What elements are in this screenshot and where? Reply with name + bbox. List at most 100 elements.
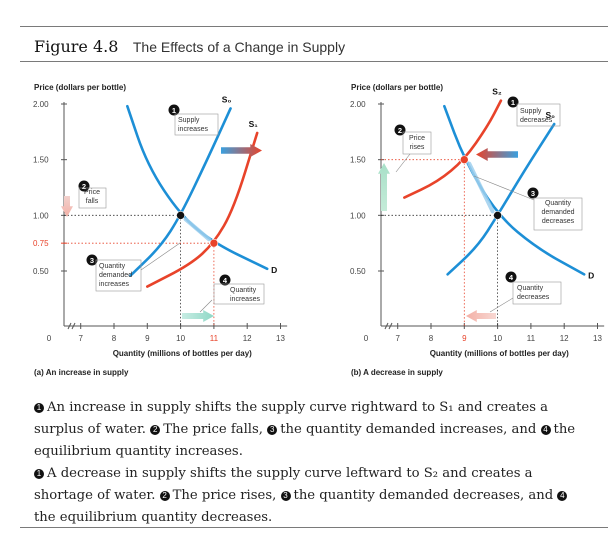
b-y-tick-label-0: 2.00 [350, 100, 366, 109]
b-ann-4-leader [489, 297, 514, 313]
a-ann-3-box [95, 259, 142, 292]
figure-caption: 1 An increase in supply shifts the supply… [34, 397, 604, 529]
a-supply-shift-arrow [221, 144, 262, 157]
a-curve-label-D: D [271, 265, 277, 275]
b-subtitle: (b) A decrease in supply [351, 368, 443, 377]
b-x-axis-label: Quantity (millions of bottles per day) [430, 349, 569, 358]
bullet-3-icon: 3 [267, 425, 278, 435]
bullet-2-icon: 2 [150, 425, 161, 435]
caption-line-2: surplus of water. 2 The price falls, 3 the… [34, 422, 576, 437]
a-x-axis-label: Quantity (millions of bottles per day) [113, 349, 252, 358]
bullet-1b-icon: 1 [34, 469, 44, 479]
a-x-tick-label-4: 10 [176, 334, 185, 343]
b-x-tick-label-0: 0 [364, 334, 369, 343]
b-curve-label-S0: S₀ [545, 110, 555, 120]
a-ann-3-leader [140, 242, 181, 271]
a-ann-1-text-1: increases [178, 126, 208, 133]
bullet-2b-icon: 2 [159, 491, 170, 501]
b-curve-label-S2: S₂ [492, 87, 502, 97]
b-ann-4-text-1: decreases [517, 294, 550, 301]
bullet-4b-icon: 4 [557, 491, 568, 501]
b-axis-break [384, 322, 393, 330]
b-ann-1-text-1: decreases [520, 117, 553, 124]
a-y-tick-label-3: 0.75 [33, 239, 49, 248]
a-ann-1-text-0: Supply [178, 117, 200, 124]
b-x-tick-label-5: 11 [527, 334, 536, 343]
bottom-rule [20, 527, 608, 528]
bullet-4-icon: 4 [540, 425, 551, 435]
a-ann-1-box [174, 113, 219, 136]
a-ann-3-badge-num: 3 [90, 256, 94, 265]
top-rule [20, 26, 608, 27]
a-curve-S1 [146, 131, 259, 288]
b-ann-3-box [533, 197, 583, 231]
b-curve-D [443, 104, 586, 276]
a-x-tick-label-3: 9 [145, 334, 150, 343]
b-ann-4-box [512, 281, 562, 305]
b-ann-2-box [402, 131, 432, 155]
b-ann-2-leader [395, 153, 411, 173]
b-y-tick-label-3: 0.50 [350, 267, 366, 276]
b-y-axis-label: Price (dollars per bottle) [351, 83, 443, 92]
a-ann-2-text-0: Price [84, 189, 100, 196]
a-ann-4-badge-num: 4 [223, 276, 228, 285]
a-demand-movement-arrow [183, 217, 211, 242]
a-x-tick-label-5: 11 [210, 334, 219, 343]
a-ann-2-badge-num: 2 [82, 182, 86, 191]
b-ann-2-text-1: rises [410, 144, 425, 151]
a-ann-2-text-1: falls [86, 198, 99, 205]
a-x-tick-label-0: 0 [47, 334, 52, 343]
a-curve-S0 [129, 107, 232, 277]
b-curve-S2 [403, 99, 503, 199]
b-quantity-decreases-arrow [466, 310, 496, 322]
b-ann-3-badge-num: 3 [531, 189, 535, 198]
a-ann-4-box [213, 283, 265, 305]
b-x-tick-label-4: 10 [493, 334, 502, 343]
b-x-tick-label-7: 13 [593, 334, 602, 343]
a-ann-3-text-2: increases [99, 281, 129, 288]
bullet-1-icon: 1 [34, 403, 44, 413]
a-y-tick-label-0: 2.00 [33, 100, 49, 109]
a-ann-3-badge [86, 254, 98, 266]
a-y-tick-label-1: 1.50 [33, 156, 49, 165]
b-ann-1-text-0: Supply [520, 108, 542, 115]
caption-line-3: equilibrium quantity increases. [34, 444, 243, 459]
b-ann-4-badge-num: 4 [509, 273, 514, 282]
a-axis-break [67, 322, 76, 330]
b-ann-3-text-0: Quantity [545, 200, 572, 207]
caption-line-6: the equilibrium quantity decreases. [34, 510, 273, 525]
a-price-falls-arrow [61, 196, 73, 217]
b-ann-2-text-0: Price [409, 135, 425, 142]
a-x-tick-label-7: 13 [276, 334, 285, 343]
a-ann-4-leader [199, 299, 213, 313]
b-demand-movement-arrow [467, 161, 495, 214]
b-x-tick-label-3: 9 [462, 334, 467, 343]
a-x-tick-label-2: 8 [112, 334, 117, 343]
a-ann-2-box [78, 187, 107, 209]
b-curve-S0 [446, 122, 556, 276]
b-ann-4-badge [505, 271, 517, 283]
b-ann-3-leader [473, 175, 535, 201]
b-supply-shift-arrow [476, 148, 518, 161]
b-ann-1-badge-num: 1 [511, 98, 515, 107]
b-y-tick-label-1: 1.50 [350, 156, 366, 165]
a-ann-2-badge [78, 180, 90, 192]
figure-number: Figure 4.8 [34, 37, 119, 56]
a-y-axis-label: Price (dollars per bottle) [34, 83, 126, 92]
a-y-tick-label-2: 1.00 [33, 211, 49, 220]
caption-line-1: 1 An increase in supply shifts the supply… [34, 397, 604, 419]
a-subtitle: (a) An increase in supply [34, 368, 129, 377]
b-ann-1-badge [507, 96, 519, 108]
title-rule [20, 61, 608, 62]
a-eq-point-initial [176, 211, 185, 220]
a-ann-4-text-1: increases [230, 296, 260, 303]
a-ann-1-badge-num: 1 [172, 106, 176, 115]
b-x-tick-label-6: 12 [560, 334, 569, 343]
a-curve-label-S0: S₀ [222, 94, 232, 104]
b-price-rises-arrow [378, 163, 390, 211]
a-ann-1-badge [168, 104, 180, 116]
a-ann-3-text-0: Quantity [99, 263, 126, 270]
